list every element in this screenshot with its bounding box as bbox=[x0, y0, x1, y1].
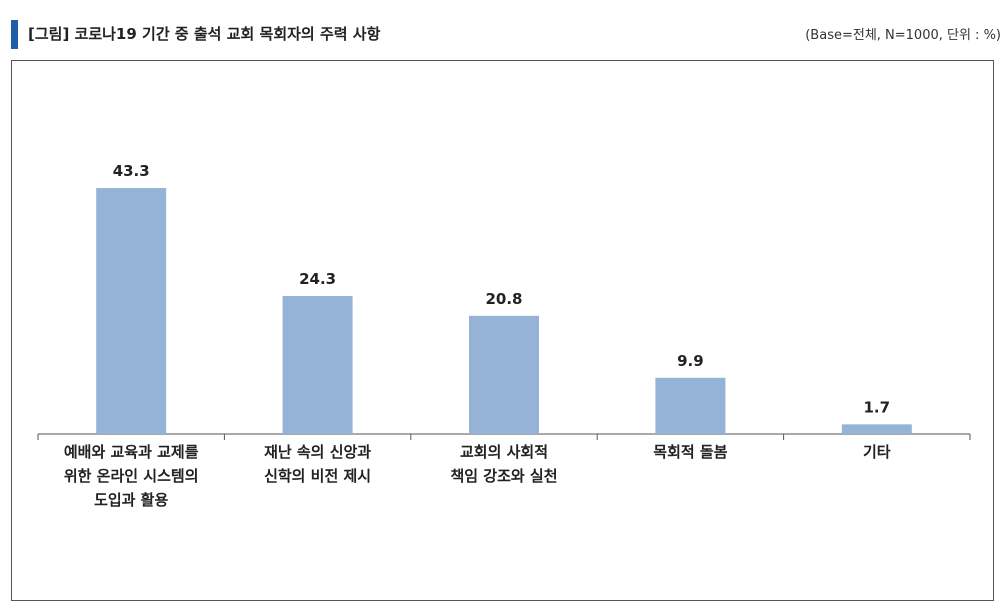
bar bbox=[655, 377, 726, 434]
category-label-line: 도입과 활용 bbox=[94, 491, 169, 509]
category-label-line: 교회의 사회적 bbox=[459, 443, 549, 461]
bar-value-label: 24.3 bbox=[299, 270, 336, 288]
bar bbox=[469, 315, 539, 434]
base-note: (Base=전체, N=1000, 단위 : %) bbox=[805, 28, 1001, 43]
chart-header: [그림] 코로나19 기간 중 출석 교회 목회자의 주력 사항 (Base=전… bbox=[0, 0, 1007, 52]
title-accent-bar bbox=[11, 20, 18, 49]
chart-frame bbox=[11, 60, 994, 601]
category-label-line: 신학의 비전 제시 bbox=[264, 467, 372, 485]
bar-value-label: 1.7 bbox=[864, 398, 891, 416]
bar bbox=[841, 424, 912, 434]
bar-value-label: 43.3 bbox=[113, 162, 150, 180]
bar-value-label: 9.9 bbox=[677, 352, 704, 370]
chart-title: [그림] 코로나19 기간 중 출석 교회 목회자의 주력 사항 bbox=[28, 25, 381, 43]
category-label: 목회적 돌봄 bbox=[600, 440, 780, 464]
bar bbox=[96, 188, 167, 434]
category-label-line: 예배와 교육과 교제를 bbox=[63, 443, 199, 461]
bar-value-label: 20.8 bbox=[485, 290, 522, 308]
category-label-line: 재난 속의 신앙과 bbox=[264, 443, 372, 461]
category-label-line: 책임 강조와 실천 bbox=[450, 467, 558, 485]
category-label-line: 목회적 돌봄 bbox=[653, 443, 728, 461]
category-label: 기타 bbox=[787, 440, 967, 464]
bar bbox=[282, 295, 353, 434]
category-label-line: 위한 온라인 시스템의 bbox=[63, 467, 199, 485]
category-label-line: 기타 bbox=[862, 443, 891, 461]
